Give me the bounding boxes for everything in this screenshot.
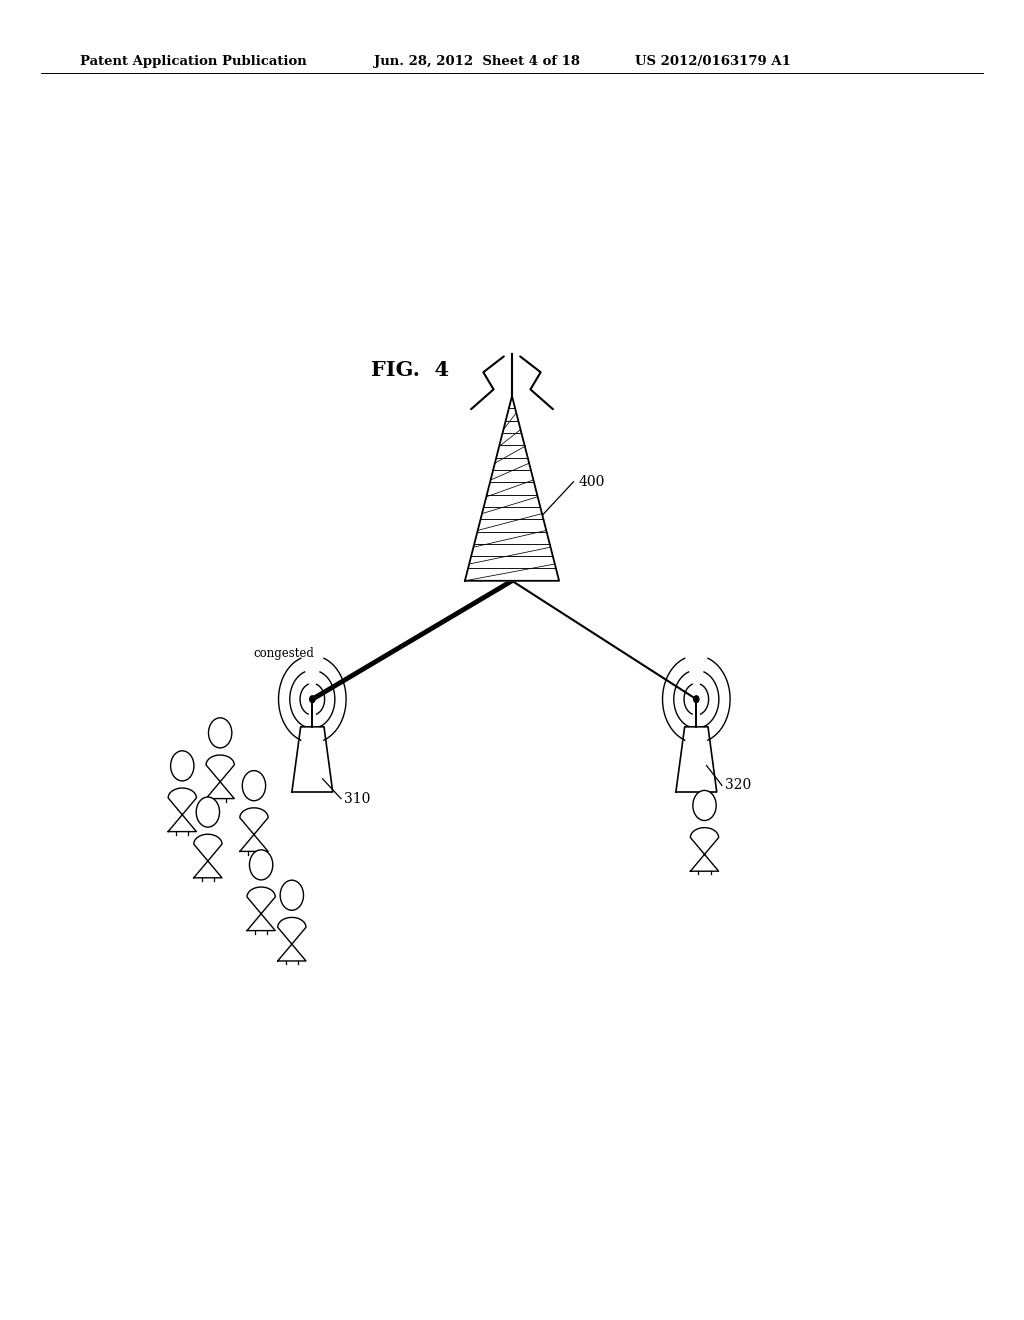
Text: US 2012/0163179 A1: US 2012/0163179 A1: [635, 55, 791, 69]
Text: 400: 400: [579, 475, 605, 488]
Polygon shape: [690, 828, 719, 871]
Circle shape: [250, 850, 272, 880]
Circle shape: [309, 696, 315, 702]
Polygon shape: [278, 917, 306, 961]
Polygon shape: [240, 808, 268, 851]
Polygon shape: [206, 755, 234, 799]
Text: Jun. 28, 2012  Sheet 4 of 18: Jun. 28, 2012 Sheet 4 of 18: [374, 55, 580, 69]
Text: 310: 310: [344, 792, 371, 805]
Circle shape: [209, 718, 231, 748]
Polygon shape: [676, 727, 717, 792]
Text: Patent Application Publication: Patent Application Publication: [80, 55, 306, 69]
Circle shape: [197, 797, 219, 828]
Text: congested: congested: [253, 647, 314, 660]
Polygon shape: [247, 887, 275, 931]
Polygon shape: [168, 788, 197, 832]
Text: 320: 320: [725, 779, 752, 792]
Text: FIG.  4: FIG. 4: [371, 359, 449, 380]
Polygon shape: [465, 396, 559, 581]
Circle shape: [243, 771, 265, 801]
Polygon shape: [194, 834, 222, 878]
Circle shape: [693, 696, 699, 702]
Circle shape: [281, 880, 303, 911]
Circle shape: [693, 791, 716, 821]
Polygon shape: [292, 727, 333, 792]
Circle shape: [171, 751, 194, 781]
